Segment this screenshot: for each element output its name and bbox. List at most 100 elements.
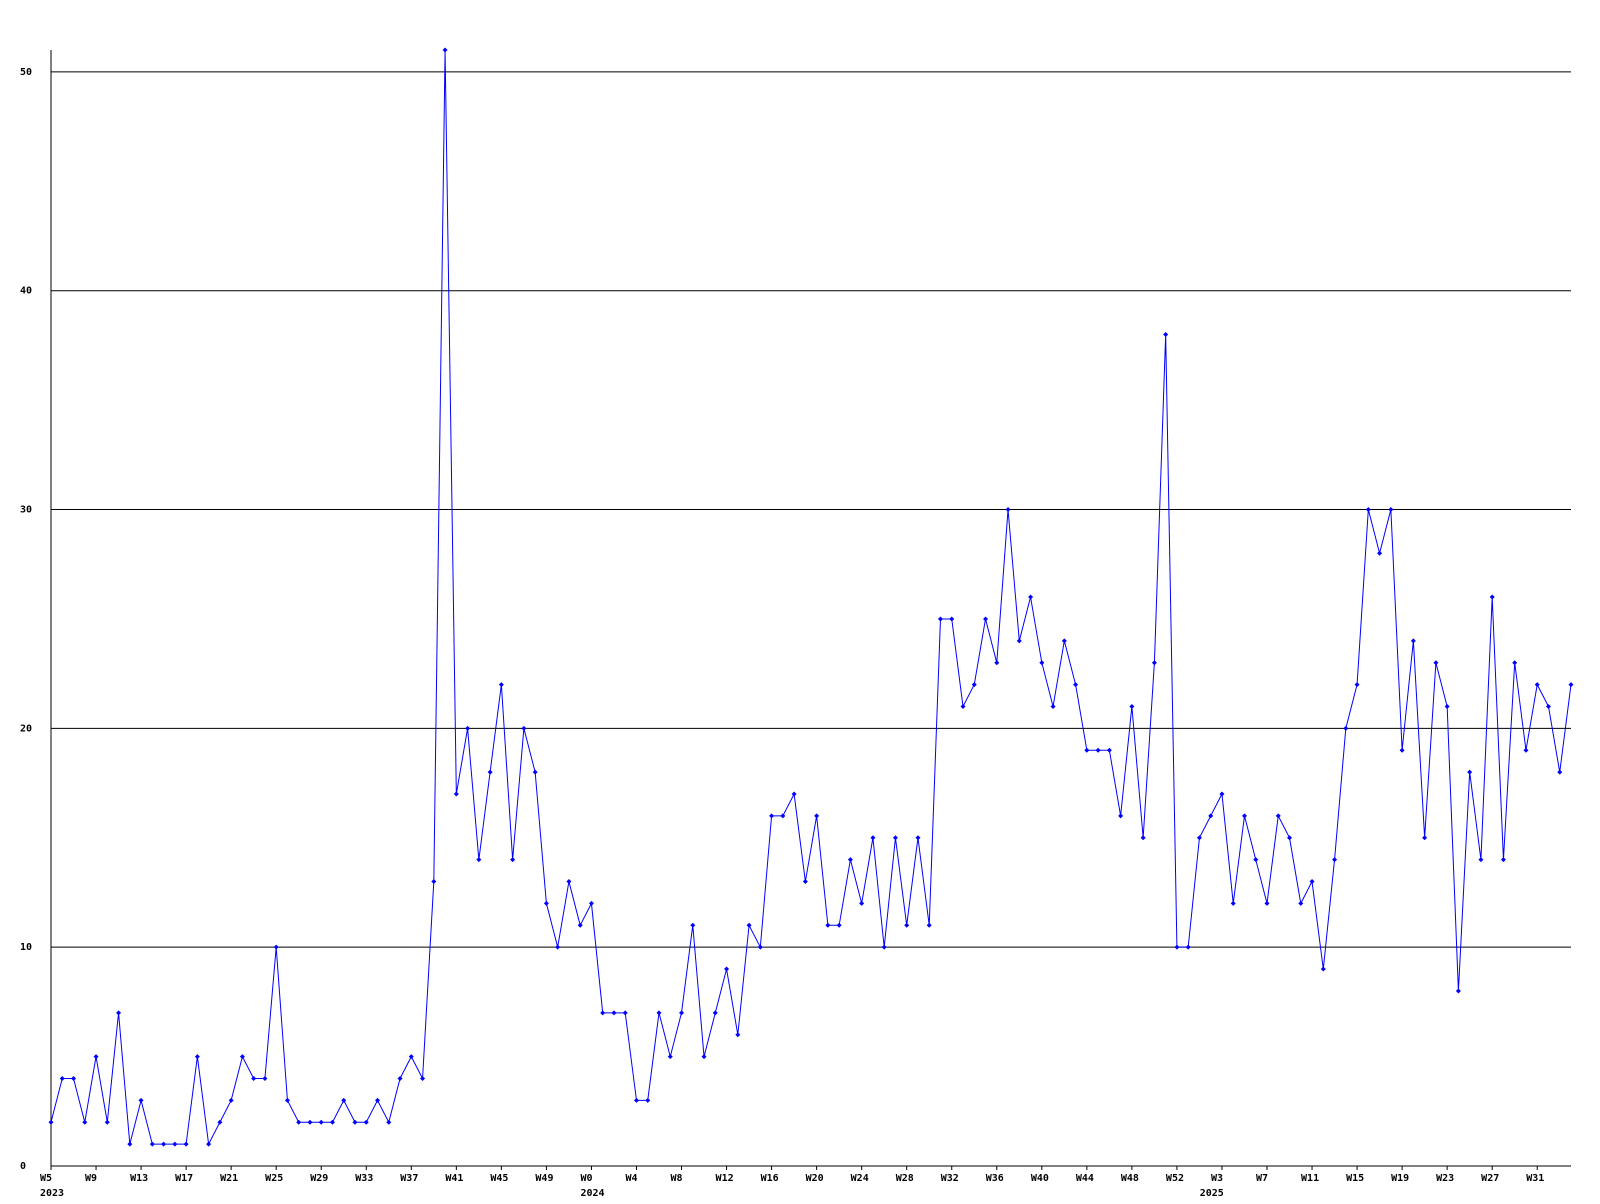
y-tick-label: 30 [20,505,32,516]
x-tick-label: W7 [1256,1173,1268,1184]
data-point [1298,900,1304,906]
data-point [915,835,921,841]
data-point [217,1119,223,1125]
data-point [1500,857,1506,863]
data-point [1523,747,1529,753]
data-point [104,1119,110,1125]
data-point [1444,703,1450,709]
y-tick-label: 10 [20,942,32,953]
data-point [228,1097,234,1103]
data-point [656,1010,662,1016]
data-point [1422,835,1428,841]
data-point [633,1097,639,1103]
x-tick-label: W33 [355,1173,373,1184]
data-point [847,857,853,863]
data-point [712,1010,718,1016]
x-tick-label: W15 [1346,1173,1364,1184]
x-tick-label: W0 [580,1173,592,1184]
data-point [791,791,797,797]
data-point [329,1119,335,1125]
data-point [1061,638,1067,644]
data-point [1557,769,1563,775]
data-point [1196,835,1202,841]
data-point [926,922,932,928]
x-tick-label: W41 [445,1173,463,1184]
data-point [1568,682,1574,688]
x-tick-label: W29 [310,1173,328,1184]
data-point [262,1075,268,1081]
data-point [1151,660,1157,666]
x-tick-label: W52 [1166,1173,1184,1184]
x-tick-label: W27 [1481,1173,1499,1184]
data-point [1050,703,1056,709]
data-point [588,900,594,906]
data-point [577,922,583,928]
x-tick-label: W28 [896,1173,914,1184]
data-point [1365,507,1371,513]
y-tick-label: 50 [20,67,32,78]
data-point [1253,857,1259,863]
data-point [600,1010,606,1016]
data-point [825,922,831,928]
data-point [1073,682,1079,688]
x-tick-label: W25 [265,1173,283,1184]
x-tick-label: W23 [1436,1173,1454,1184]
data-point [1241,813,1247,819]
data-point [82,1119,88,1125]
data-point [1377,550,1383,556]
x-tick-label: W49 [535,1173,553,1184]
data-point [769,813,775,819]
data-point [870,835,876,841]
data-point [1287,835,1293,841]
data-point [116,1010,122,1016]
x-tick-label: W16 [761,1173,779,1184]
data-point [127,1141,133,1147]
data-point [735,1032,741,1038]
data-point [397,1075,403,1081]
data-point [1275,813,1281,819]
x-tick-label: W31 [1526,1173,1544,1184]
x-tick-label: W24 [851,1173,869,1184]
data-point [1163,331,1169,337]
data-point [1140,835,1146,841]
data-point [284,1097,290,1103]
data-point [375,1097,381,1103]
data-point [1545,703,1551,709]
x-tick-label: W37 [400,1173,418,1184]
data-point [149,1141,155,1147]
data-point [566,879,572,885]
data-point [1343,725,1349,731]
data-point [442,47,448,53]
data-point [498,682,504,688]
data-point [71,1075,77,1081]
x-tick-label: W11 [1301,1173,1319,1184]
data-point [420,1075,426,1081]
data-point [679,1010,685,1016]
data-point [994,660,1000,666]
data-point [622,1010,628,1016]
data-point [859,900,865,906]
data-point [453,791,459,797]
data-point [1185,944,1191,950]
x-tick-label: W3 [1211,1173,1223,1184]
data-point [341,1097,347,1103]
y-tick-label: 40 [20,286,32,297]
data-point [1478,857,1484,863]
data-point [724,966,730,972]
data-point [645,1097,651,1103]
data-point [206,1141,212,1147]
data-point [1095,747,1101,753]
data-point [1455,988,1461,994]
data-point [1534,682,1540,688]
data-point [1309,879,1315,885]
data-point [318,1119,324,1125]
data-point [814,813,820,819]
data-point [1512,660,1518,666]
data-point [1332,857,1338,863]
data-point [1016,638,1022,644]
data-point [431,879,437,885]
data-point [408,1054,414,1060]
data-point [780,813,786,819]
data-point [1467,769,1473,775]
